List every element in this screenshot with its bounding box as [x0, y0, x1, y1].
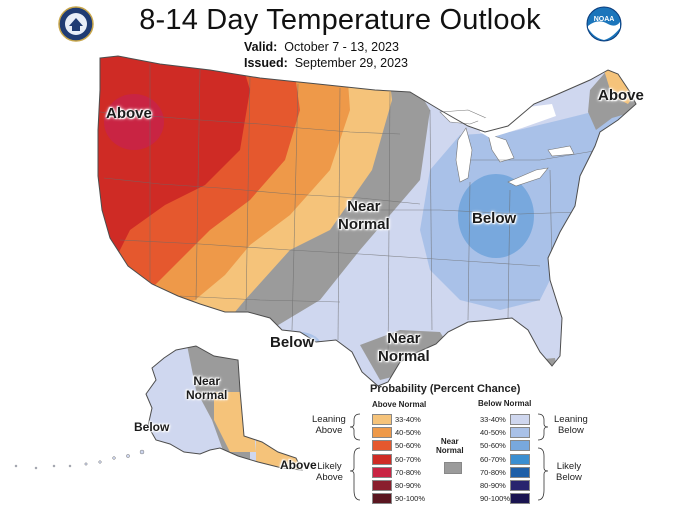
valid-label: Valid: [244, 40, 278, 54]
legend-above-range-3: 60-70% [395, 454, 421, 464]
legend-below-range-2: 50-60% [480, 441, 506, 451]
label-below-ohio: Below [472, 210, 517, 227]
legend-above-range-1: 40-50% [395, 428, 421, 438]
legend-below-range-5: 80-90% [480, 481, 506, 490]
legend-below-swatch-2 [510, 440, 530, 452]
legend-near-normal-swatch [444, 462, 462, 474]
svg-text:NOAA: NOAA [594, 16, 615, 23]
legend-above-range-5: 80-90% [395, 481, 421, 490]
legend-above-range-0: 33-40% [395, 415, 421, 424]
legend-title: Probability (Percent Chance) [370, 383, 521, 395]
valid-dates: Valid: October 7 - 13, 2023 [244, 40, 399, 54]
legend-above-range-6: 90-100% [395, 494, 426, 504]
legend-below-swatch-4 [510, 466, 530, 478]
legend-below-range-6: 90-100% [480, 494, 511, 504]
legend-below-header: Below Normal [478, 399, 532, 408]
legend-leaning-below: Leaning Below [554, 414, 588, 436]
issued-date: Issued: September 29, 2023 [244, 56, 408, 70]
label-above-alaska: Above [280, 458, 317, 472]
state-borders [99, 64, 601, 363]
legend-likely-above: Likely Above [316, 461, 343, 483]
legend-below-swatch-5 [510, 480, 530, 491]
great-lakes [439, 104, 575, 187]
legend-likely-below: Likely Below [556, 461, 582, 483]
legend-near-normal-label: Near Normal [436, 437, 464, 455]
label-below-alaska: Below [134, 420, 170, 434]
valid-value: October 7 - 13, 2023 [284, 40, 399, 54]
issued-value: September 29, 2023 [294, 56, 408, 70]
legend-below-range-4: 70-80% [480, 467, 506, 477]
label-below-texas: Below [270, 334, 315, 351]
label-near-normal-gulf: Near Normal [378, 330, 430, 365]
page-title: 8-14 Day Temperature Outlook [139, 4, 541, 36]
label-near-normal-alaska: Near Normal [186, 374, 228, 402]
legend-below-swatch-0 [510, 414, 530, 425]
conus-outline [97, 55, 637, 387]
legend-above-swatch-3 [372, 453, 392, 465]
legend-above-swatch-2 [372, 440, 392, 452]
legend-below-swatch-1 [510, 427, 530, 439]
legend-above-swatch-6 [372, 493, 392, 505]
legend-below-swatch-6 [510, 493, 530, 505]
legend-above-range-2: 50-60% [395, 441, 421, 451]
legend-leaning-above: Leaning Above [312, 414, 346, 436]
legend-below-swatch-3 [510, 453, 530, 465]
alaska-outline [145, 345, 303, 471]
doc-seal-icon [58, 6, 94, 42]
legend-below-range-1: 40-50% [480, 428, 506, 438]
legend-above-header: Above Normal [372, 400, 427, 409]
legend-above-range-4: 70-80% [395, 467, 421, 477]
label-above-maine: Above [598, 87, 644, 104]
legend-below-range-3: 60-70% [480, 454, 506, 464]
aleutian-islands [14, 449, 145, 470]
legend-above-swatch-4 [372, 466, 392, 478]
label-near-normal-plains: Near Normal [338, 198, 390, 233]
legend-above-swatch-1 [372, 427, 392, 439]
label-above-west: Above [106, 105, 152, 122]
legend-above-swatch-5 [372, 480, 392, 491]
noaa-logo-icon: NOAA [586, 6, 622, 42]
legend-below-range-0: 33-40% [480, 415, 506, 424]
legend-above-swatch-0 [372, 414, 392, 425]
issued-label: Issued: [244, 56, 288, 70]
